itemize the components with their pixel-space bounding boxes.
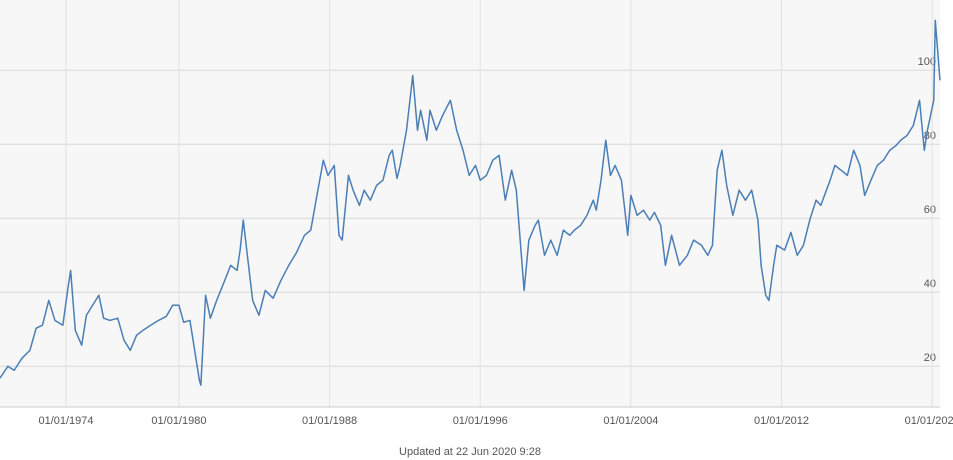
x-tick-label: 01/01/1996 [453,415,508,427]
x-tick-label: 01/01/2004 [603,415,658,427]
y-tick-label: 60 [924,204,936,216]
plot-area [0,0,940,407]
x-tick-label: 01/01/1988 [302,415,357,427]
y-tick-label: 20 [924,352,936,364]
x-tick-label: 01/01/2020 [905,415,953,427]
x-tick-label: 01/01/1980 [151,415,206,427]
y-tick-label: 100 [918,56,936,68]
caption: Updated at 22 Jun 2020 9:28 [399,446,541,458]
x-tick-label: 01/01/2012 [754,415,809,427]
series-line [0,19,941,386]
x-tick-label: 01/01/1974 [38,415,93,427]
y-tick-label: 40 [924,278,936,290]
